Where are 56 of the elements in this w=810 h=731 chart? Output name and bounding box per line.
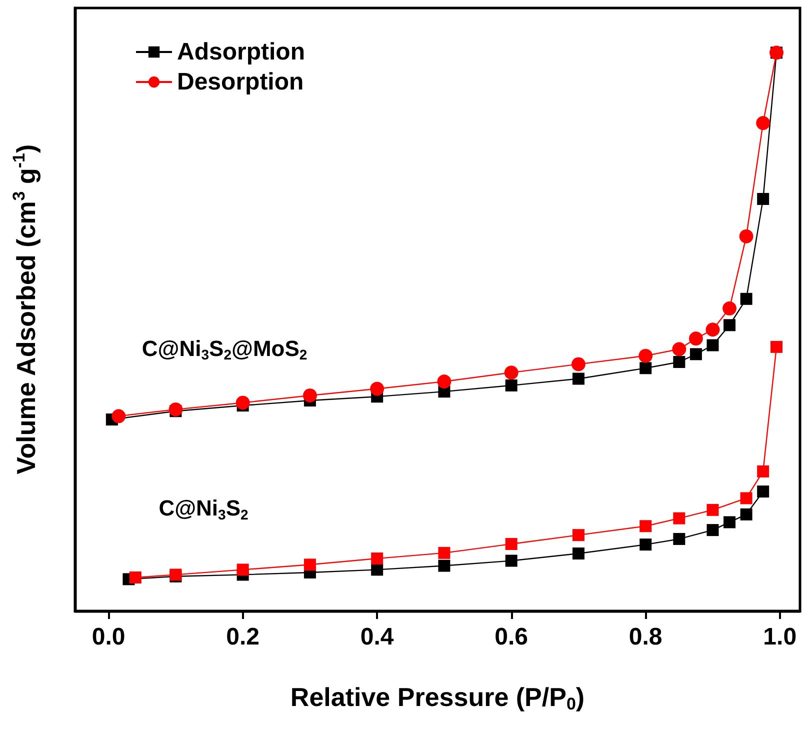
point xyxy=(740,508,752,520)
point xyxy=(739,229,754,244)
point xyxy=(757,465,770,478)
point xyxy=(505,379,518,392)
point xyxy=(706,524,719,536)
point xyxy=(673,532,686,545)
point xyxy=(370,382,384,396)
x-tick-label: 0.6 xyxy=(494,624,528,650)
point xyxy=(673,512,686,524)
point xyxy=(129,572,142,584)
point xyxy=(302,388,317,402)
point xyxy=(437,374,452,389)
point xyxy=(371,552,384,565)
point xyxy=(706,322,720,337)
point xyxy=(168,402,183,416)
x-tick-label: 0.2 xyxy=(226,624,260,650)
point xyxy=(706,504,719,516)
x-tick-label: 0.4 xyxy=(360,624,394,650)
legend-label: Desorption xyxy=(177,68,304,96)
point xyxy=(673,356,686,368)
point xyxy=(640,520,652,532)
point xyxy=(505,538,518,550)
point xyxy=(371,564,384,576)
point xyxy=(722,301,737,316)
point xyxy=(757,486,770,498)
point xyxy=(640,538,652,551)
point xyxy=(504,366,518,380)
point xyxy=(706,339,719,352)
point xyxy=(640,362,652,374)
point xyxy=(724,516,736,528)
point xyxy=(724,319,736,332)
point xyxy=(638,348,653,363)
point xyxy=(688,332,703,346)
x-tick-label: 1.0 xyxy=(763,624,797,650)
point xyxy=(438,560,450,572)
point xyxy=(756,116,770,130)
point xyxy=(505,554,518,567)
x-tick-label: 0.0 xyxy=(92,624,126,650)
point xyxy=(304,558,316,571)
point xyxy=(236,564,249,576)
point xyxy=(770,340,783,353)
point xyxy=(438,546,450,559)
point xyxy=(672,342,686,356)
y-axis-title: Volume Adsorbed (cm3 g-1) xyxy=(10,144,42,474)
point xyxy=(112,409,126,424)
point xyxy=(236,396,250,410)
point xyxy=(740,492,752,504)
point xyxy=(572,529,584,542)
point xyxy=(757,192,770,205)
point xyxy=(690,348,702,360)
x-tick-label: 0.8 xyxy=(628,624,662,650)
point xyxy=(572,547,584,560)
point xyxy=(740,292,752,305)
point xyxy=(572,372,584,385)
legend-label: Adsorption xyxy=(177,38,305,66)
point xyxy=(571,357,586,372)
